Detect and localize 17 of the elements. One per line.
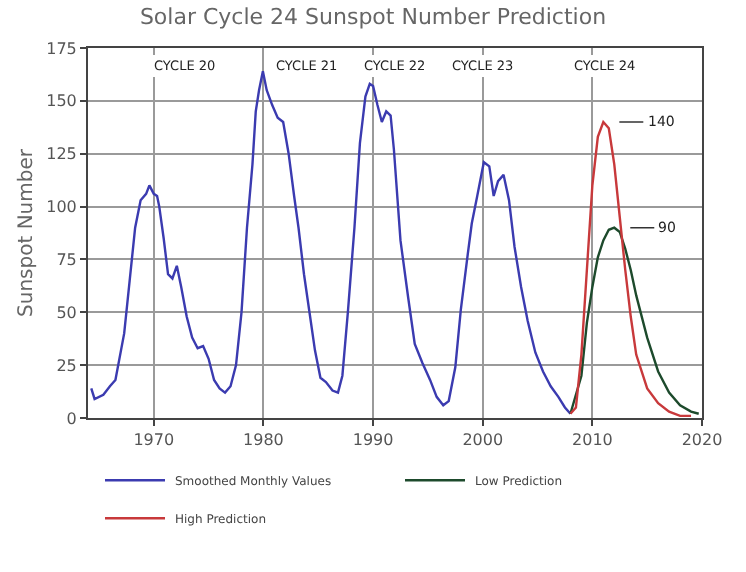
y-tick-label: 100 [46,198,77,217]
y-tick-label: 0 [66,409,77,428]
x-tick-label: 2010 [572,431,613,450]
y-tick-label: 125 [46,145,77,164]
y-tick-label: 75 [56,251,77,270]
y-tick-label: 175 [46,39,77,58]
x-tick-label: 2020 [681,431,723,450]
line-series [90,70,572,415]
x-tick-label: 1970 [133,431,175,450]
x-tick-label: 2000 [462,431,504,450]
x-tick-label: 1980 [243,431,284,450]
x-tick-label: 1990 [352,431,394,450]
chart-title: Solar Cycle 24 Sunspot Number Prediction [139,3,607,30]
y-axis-title: Sunspot Number [16,147,39,317]
y-tick-label: 25 [56,356,77,375]
y-tick-label: 50 [56,303,77,322]
y-tick-label: 150 [46,92,77,111]
